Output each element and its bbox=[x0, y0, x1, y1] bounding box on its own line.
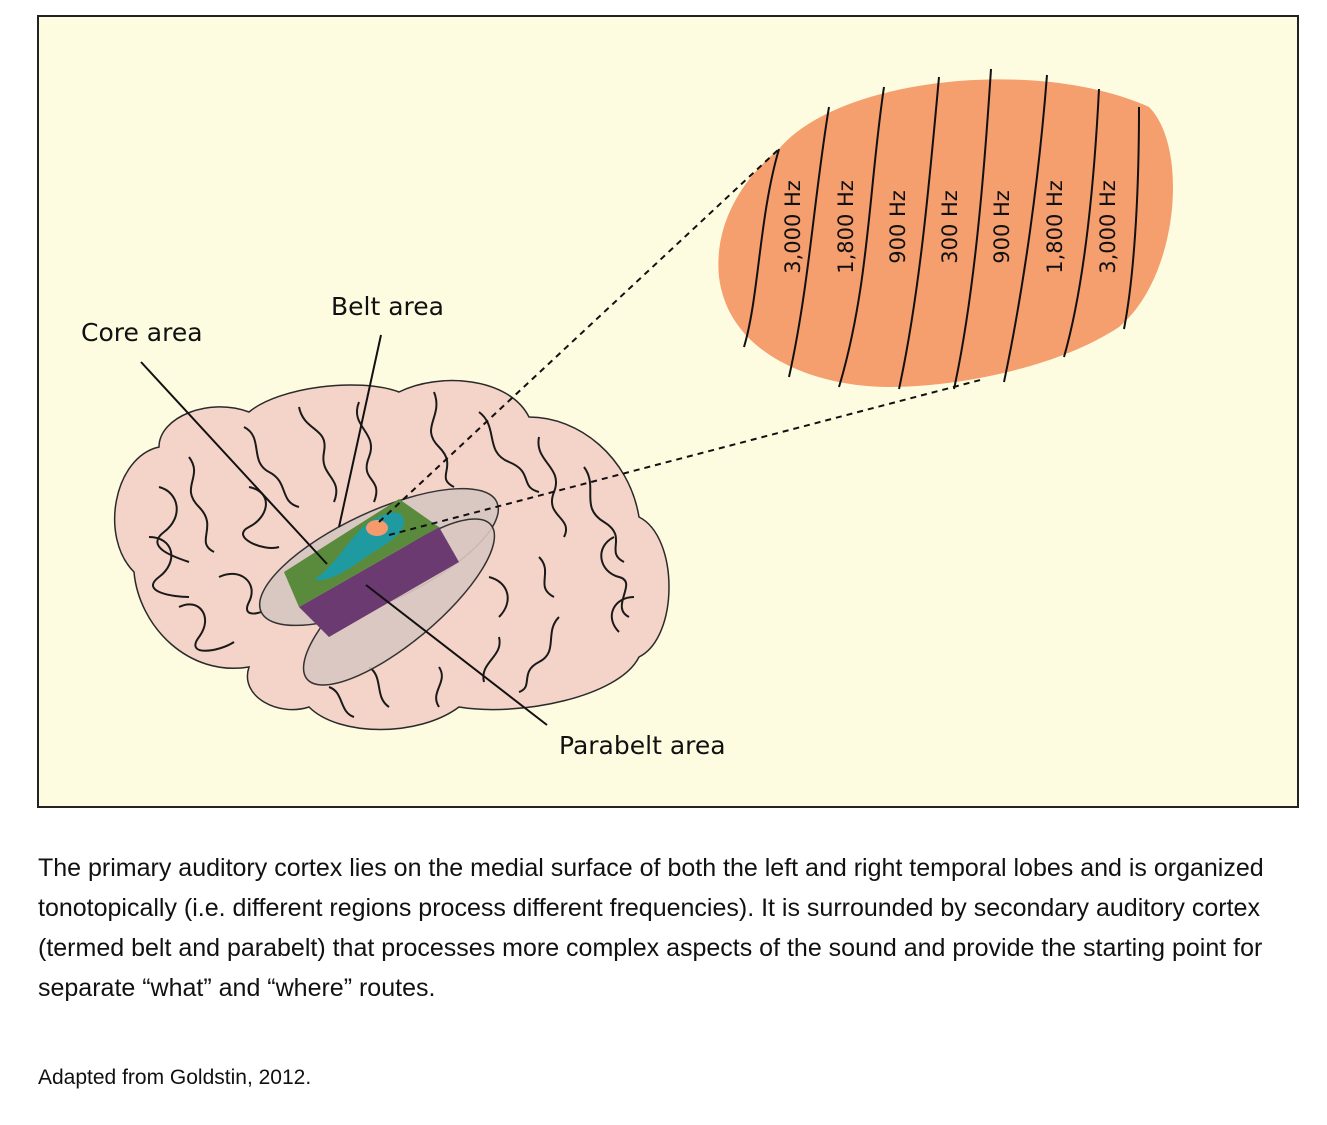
belt-pointer bbox=[338, 334, 382, 528]
parabelt-pointer bbox=[365, 584, 548, 726]
brain-sulci bbox=[148, 391, 635, 718]
figure-source: Adapted from Goldstin, 2012. bbox=[38, 1066, 312, 1089]
core-region bbox=[366, 520, 388, 536]
frequency-label: 900 Hz bbox=[886, 190, 910, 264]
tonotopic-bands bbox=[743, 68, 1140, 390]
frequency-label: 900 Hz bbox=[990, 190, 1014, 264]
parabelt-area-label: Parabelt area bbox=[559, 731, 726, 760]
frequency-label: 3,000 Hz bbox=[1096, 180, 1120, 274]
figure-caption: The primary auditory cortex lies on the … bbox=[38, 854, 1264, 1002]
frequency-label: 1,800 Hz bbox=[834, 180, 858, 274]
core-area-label: Core area bbox=[81, 318, 203, 347]
diagram-canvas: 3,000 Hz 1,800 Hz 900 Hz 300 Hz 900 Hz 1,800 … bbox=[81, 68, 1173, 760]
auditory-cortex-diagram: 3,000 Hz 1,800 Hz 900 Hz 300 Hz 900 Hz 1,800 … bbox=[37, 15, 1299, 808]
parabelt-region bbox=[299, 527, 459, 637]
core-pointer bbox=[140, 361, 328, 565]
connector-upper bbox=[378, 148, 780, 523]
frequency-label: 300 Hz bbox=[938, 190, 962, 264]
frequency-label: 1,800 Hz bbox=[1043, 180, 1067, 274]
connector-lower bbox=[388, 378, 985, 536]
tonotopic-map bbox=[718, 79, 1173, 387]
belt-area-label: Belt area bbox=[331, 292, 444, 321]
frequency-label: 3,000 Hz bbox=[781, 180, 805, 274]
frequency-labels: 3,000 Hz 1,800 Hz 900 Hz 300 Hz 900 Hz 1,800 … bbox=[781, 180, 1120, 274]
